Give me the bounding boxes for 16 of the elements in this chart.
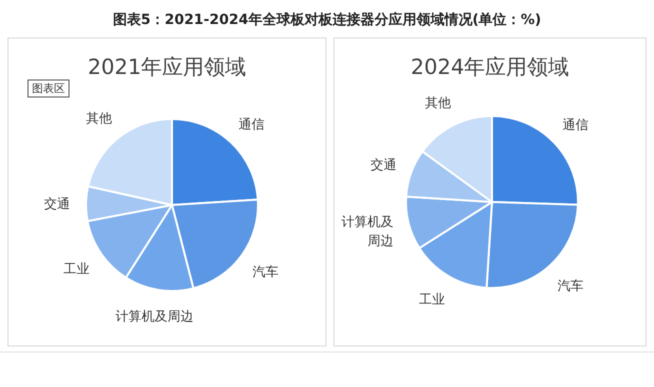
slice-label: 汽车 [252,264,279,280]
slice-label: 通信 [238,117,265,132]
slice-label: 计算机及周边 [115,310,194,325]
slice-label: 汽车 [557,278,584,294]
slice-label: 工业 [418,292,445,308]
slice-label: 其他 [86,112,112,127]
chart-subtitle: 2024年应用领域 [410,55,570,79]
text: 图表5：2021-2024年全球板对板连接器分应用领域情况(单位：%) [112,11,542,28]
slice-label: 交通 [44,196,70,212]
slice-label: 计算机及周边 [342,214,394,249]
chart-subtitle: 2021年应用领域 [88,55,246,79]
slice-label: 工业 [63,262,90,277]
slice-label: 通信 [562,118,588,134]
slice-label: 其他 [425,96,452,112]
text: 图表区 [32,82,65,95]
slice-label: 交通 [370,157,397,174]
